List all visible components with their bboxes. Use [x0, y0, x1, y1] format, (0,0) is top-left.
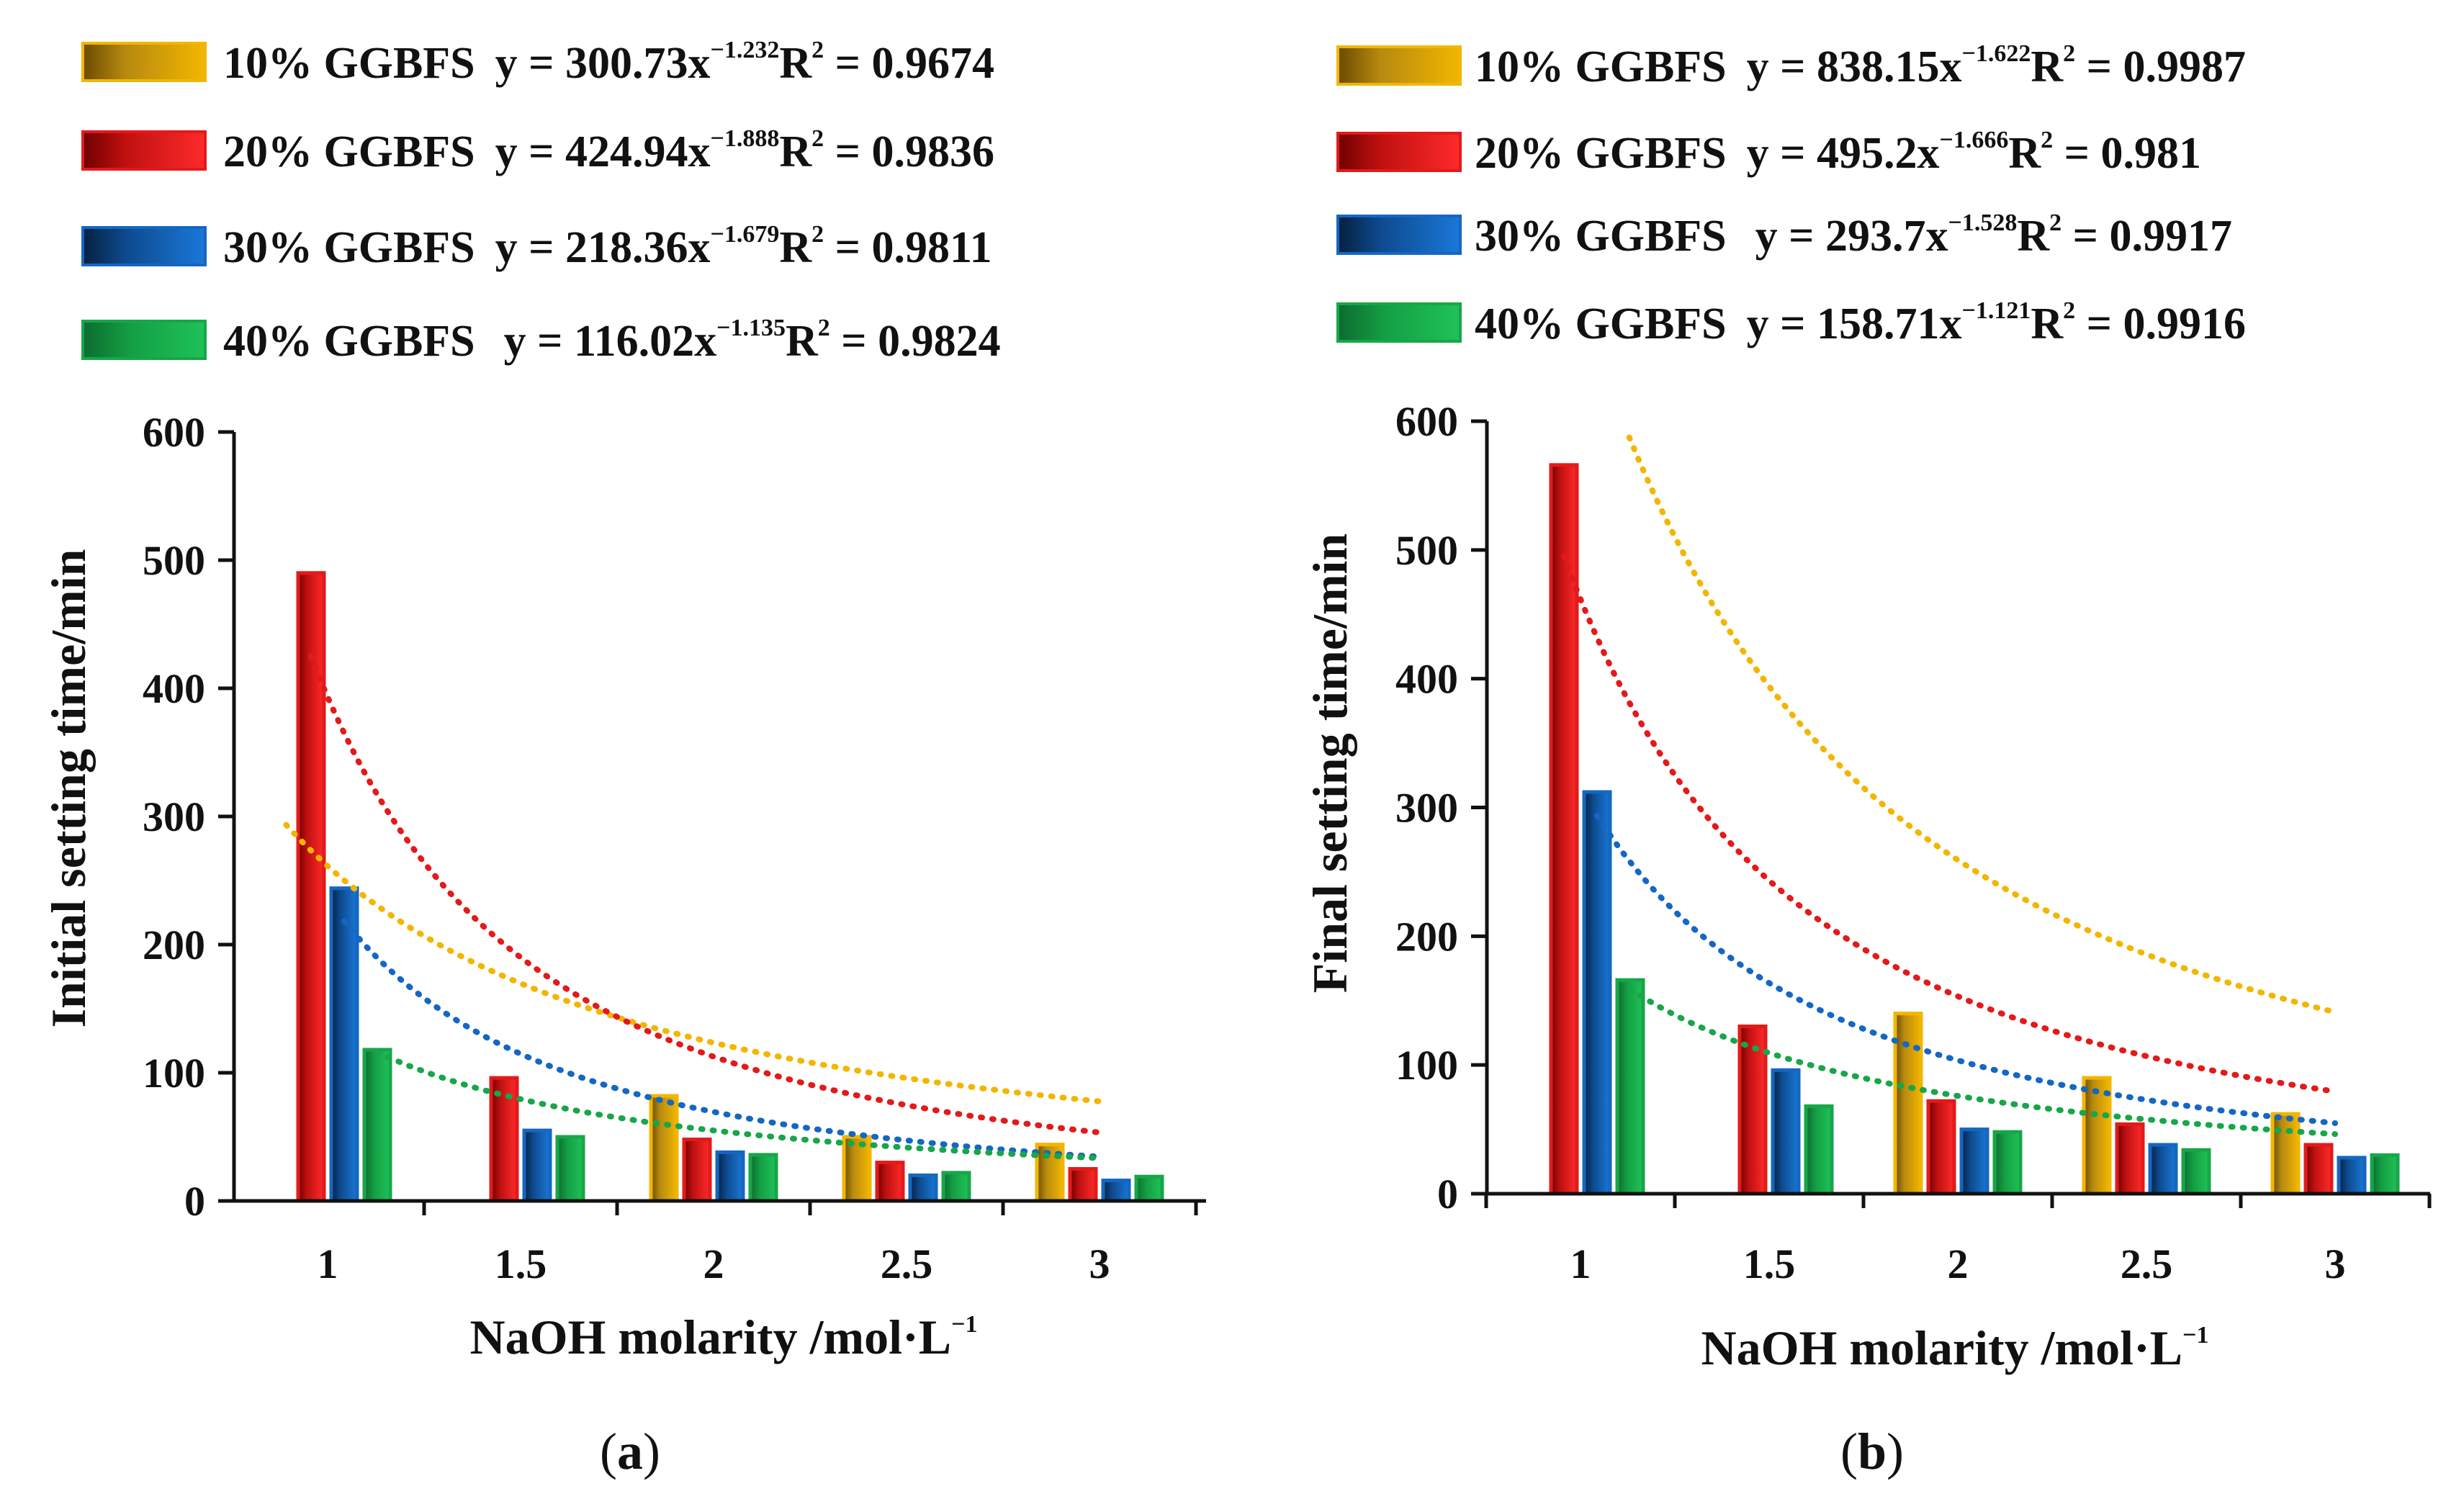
legend-b-entry-2: 20% GGBFS y = 495.2x−1.666R2 = 0.981	[1475, 127, 2201, 178]
x-tick-label-b-2: 2	[1948, 1241, 1969, 1287]
y-tick-label-a-100: 100	[143, 1050, 205, 1097]
y-tick-label-b-100: 100	[1395, 1042, 1458, 1089]
x-axis-title-a: NaOH molarity /mol·L−1	[470, 1310, 978, 1364]
bar-a-series3-1	[329, 886, 359, 1203]
y-tick-label-a-400: 400	[143, 665, 205, 712]
y-tick-label-a-0: 0	[184, 1178, 205, 1225]
legend-a-entry-1: 10% GGBFS y = 300.73x−1.232R2 = 0.9674	[223, 37, 994, 88]
trendline-b-series3	[1594, 812, 2338, 1126]
bar-b-series4-1.5	[1804, 1104, 1834, 1196]
bar-a-series2-2	[682, 1138, 712, 1203]
x-tick-label-a-3: 3	[1089, 1241, 1110, 1287]
bar-a-series3-2	[715, 1150, 745, 1203]
bar-a-series2-1	[296, 571, 326, 1203]
legend-b-entry-4: 40% GGBFS y = 158.71x−1.121R2 = 0.9916	[1475, 297, 2246, 348]
legend-b-swatch-1	[1336, 45, 1462, 86]
bar-a-series3-3	[1101, 1179, 1131, 1203]
bar-a-series2-2.5	[875, 1161, 905, 1203]
y-tick-label-a-600: 600	[143, 409, 205, 456]
x-axis-title-b: NaOH molarity /mol·L−1	[1701, 1320, 2209, 1375]
x-tick-label-b-2.5: 2.5	[2121, 1241, 2173, 1287]
plot-area-a: 0 100 200 300 400 500 600 1 1.5 2 2.5 3	[143, 409, 1206, 1287]
bar-b-series3-2	[1959, 1127, 1989, 1196]
bar-b-series3-1	[1582, 790, 1612, 1196]
bar-a-series4-2.5	[941, 1171, 971, 1203]
bar-a-series2-3	[1068, 1167, 1098, 1203]
legend-a-swatch-1	[81, 42, 207, 82]
y-tick-label-a-300: 300	[143, 793, 205, 840]
y-axis-title-b: Final setting time/min	[1303, 534, 1357, 993]
x-tick-label-b-3: 3	[2325, 1241, 2346, 1287]
legend-a-entry-4: 40% GGBFS y = 116.02x−1.135R2 = 0.9824	[223, 315, 1001, 366]
bar-a-series4-3	[1134, 1174, 1164, 1203]
bar-b-series1-2.5	[2082, 1076, 2112, 1196]
bar-a-series1-2	[649, 1094, 679, 1203]
x-tick-label-b-1.5: 1.5	[1743, 1241, 1796, 1287]
x-tick-label-a-2.5: 2.5	[881, 1241, 933, 1287]
legend-b-swatch-3	[1336, 215, 1462, 255]
y-tick-label-b-200: 200	[1395, 913, 1458, 960]
x-tick-label-a-1.5: 1.5	[495, 1241, 547, 1287]
caption-a: (a)	[600, 1423, 660, 1480]
bar-b-series3-3	[2337, 1156, 2367, 1196]
x-tick-label-b-1: 1	[1570, 1241, 1591, 1287]
bar-b-series2-1	[1549, 463, 1579, 1196]
bar-a-series3-1.5	[522, 1128, 552, 1203]
legend-b-entry-1: 10% GGBFS y = 838.15x−1.622R2 = 0.9987	[1475, 40, 2246, 91]
y-tick-label-b-0: 0	[1437, 1171, 1458, 1217]
bar-b-series4-1	[1615, 978, 1645, 1196]
y-tick-label-b-600: 600	[1395, 398, 1458, 445]
trendline-b-series1	[1626, 434, 2338, 1015]
legend-b: 10% GGBFS y = 838.15x−1.622R2 = 0.9987 20…	[1336, 40, 2246, 348]
bar-a-series1-2.5	[842, 1135, 872, 1203]
bar-a-series2-1.5	[489, 1076, 519, 1203]
y-tick-label-b-400: 400	[1395, 656, 1458, 703]
bar-a-series4-1.5	[555, 1135, 585, 1203]
legend-a: 10% GGBFS y = 300.73x−1.232R2 = 0.9674 20…	[81, 37, 1001, 366]
bar-b-series2-2.5	[2115, 1122, 2145, 1196]
bar-b-series2-1.5	[1737, 1025, 1768, 1196]
bar-b-series4-2.5	[2181, 1148, 2211, 1196]
caption-b: (b)	[1840, 1423, 1904, 1480]
legend-a-entry-3: 30% GGBFS y = 218.36x−1.679R2 = 0.9811	[223, 221, 992, 272]
y-tick-label-a-200: 200	[143, 922, 205, 968]
legend-b-swatch-2	[1336, 132, 1462, 172]
legend-a-swatch-2	[81, 130, 207, 171]
bar-a-series3-2.5	[908, 1173, 938, 1203]
legend-a-entry-2: 20% GGBFS y = 424.94x−1.888R2 = 0.9836	[223, 125, 994, 176]
trendline-a-series2	[308, 653, 1102, 1135]
y-tick-label-a-500: 500	[143, 537, 205, 584]
bar-b-series4-2	[1992, 1130, 2023, 1196]
legend-b-entry-3: 30% GGBFS y = 293.7x−1.528R2 = 0.9917	[1475, 210, 2232, 261]
trendline-b-series4	[1627, 986, 2338, 1138]
bar-b-series3-1.5	[1771, 1068, 1801, 1196]
x-tick-label-a-2: 2	[703, 1241, 724, 1287]
legend-a-swatch-4	[81, 320, 207, 360]
y-tick-label-b-300: 300	[1395, 785, 1458, 832]
trendline-a-series4	[374, 1049, 1102, 1161]
bar-b-series2-3	[2303, 1143, 2334, 1196]
chart-panel-b: 10% GGBFS y = 838.15x−1.622R2 = 0.9987 20…	[1303, 40, 2432, 1480]
bar-b-series4-3	[2370, 1153, 2400, 1196]
trendline-a-series1	[283, 821, 1102, 1104]
y-tick-label-b-500: 500	[1395, 527, 1458, 574]
x-tick-label-a-1: 1	[318, 1241, 338, 1287]
y-axis-title-a: Initial setting time/min	[41, 549, 96, 1028]
trendline-b-series2	[1561, 553, 2338, 1094]
bar-a-series4-1	[362, 1048, 392, 1203]
bar-b-series1-3	[2270, 1112, 2301, 1196]
bar-b-series2-2	[1926, 1099, 1956, 1196]
bar-b-series3-2.5	[2148, 1143, 2178, 1196]
chart-panel-a: 10% GGBFS y = 300.73x−1.232R2 = 0.9674 20…	[41, 37, 1206, 1480]
bar-a-series4-2	[748, 1153, 778, 1203]
bar-b-series1-2	[1893, 1012, 1923, 1196]
legend-a-swatch-3	[81, 226, 207, 266]
plot-area-b: 0 100 200 300 400 500 600 1 1.5 2 2.5 3	[1395, 398, 2432, 1287]
legend-b-swatch-4	[1336, 302, 1462, 343]
